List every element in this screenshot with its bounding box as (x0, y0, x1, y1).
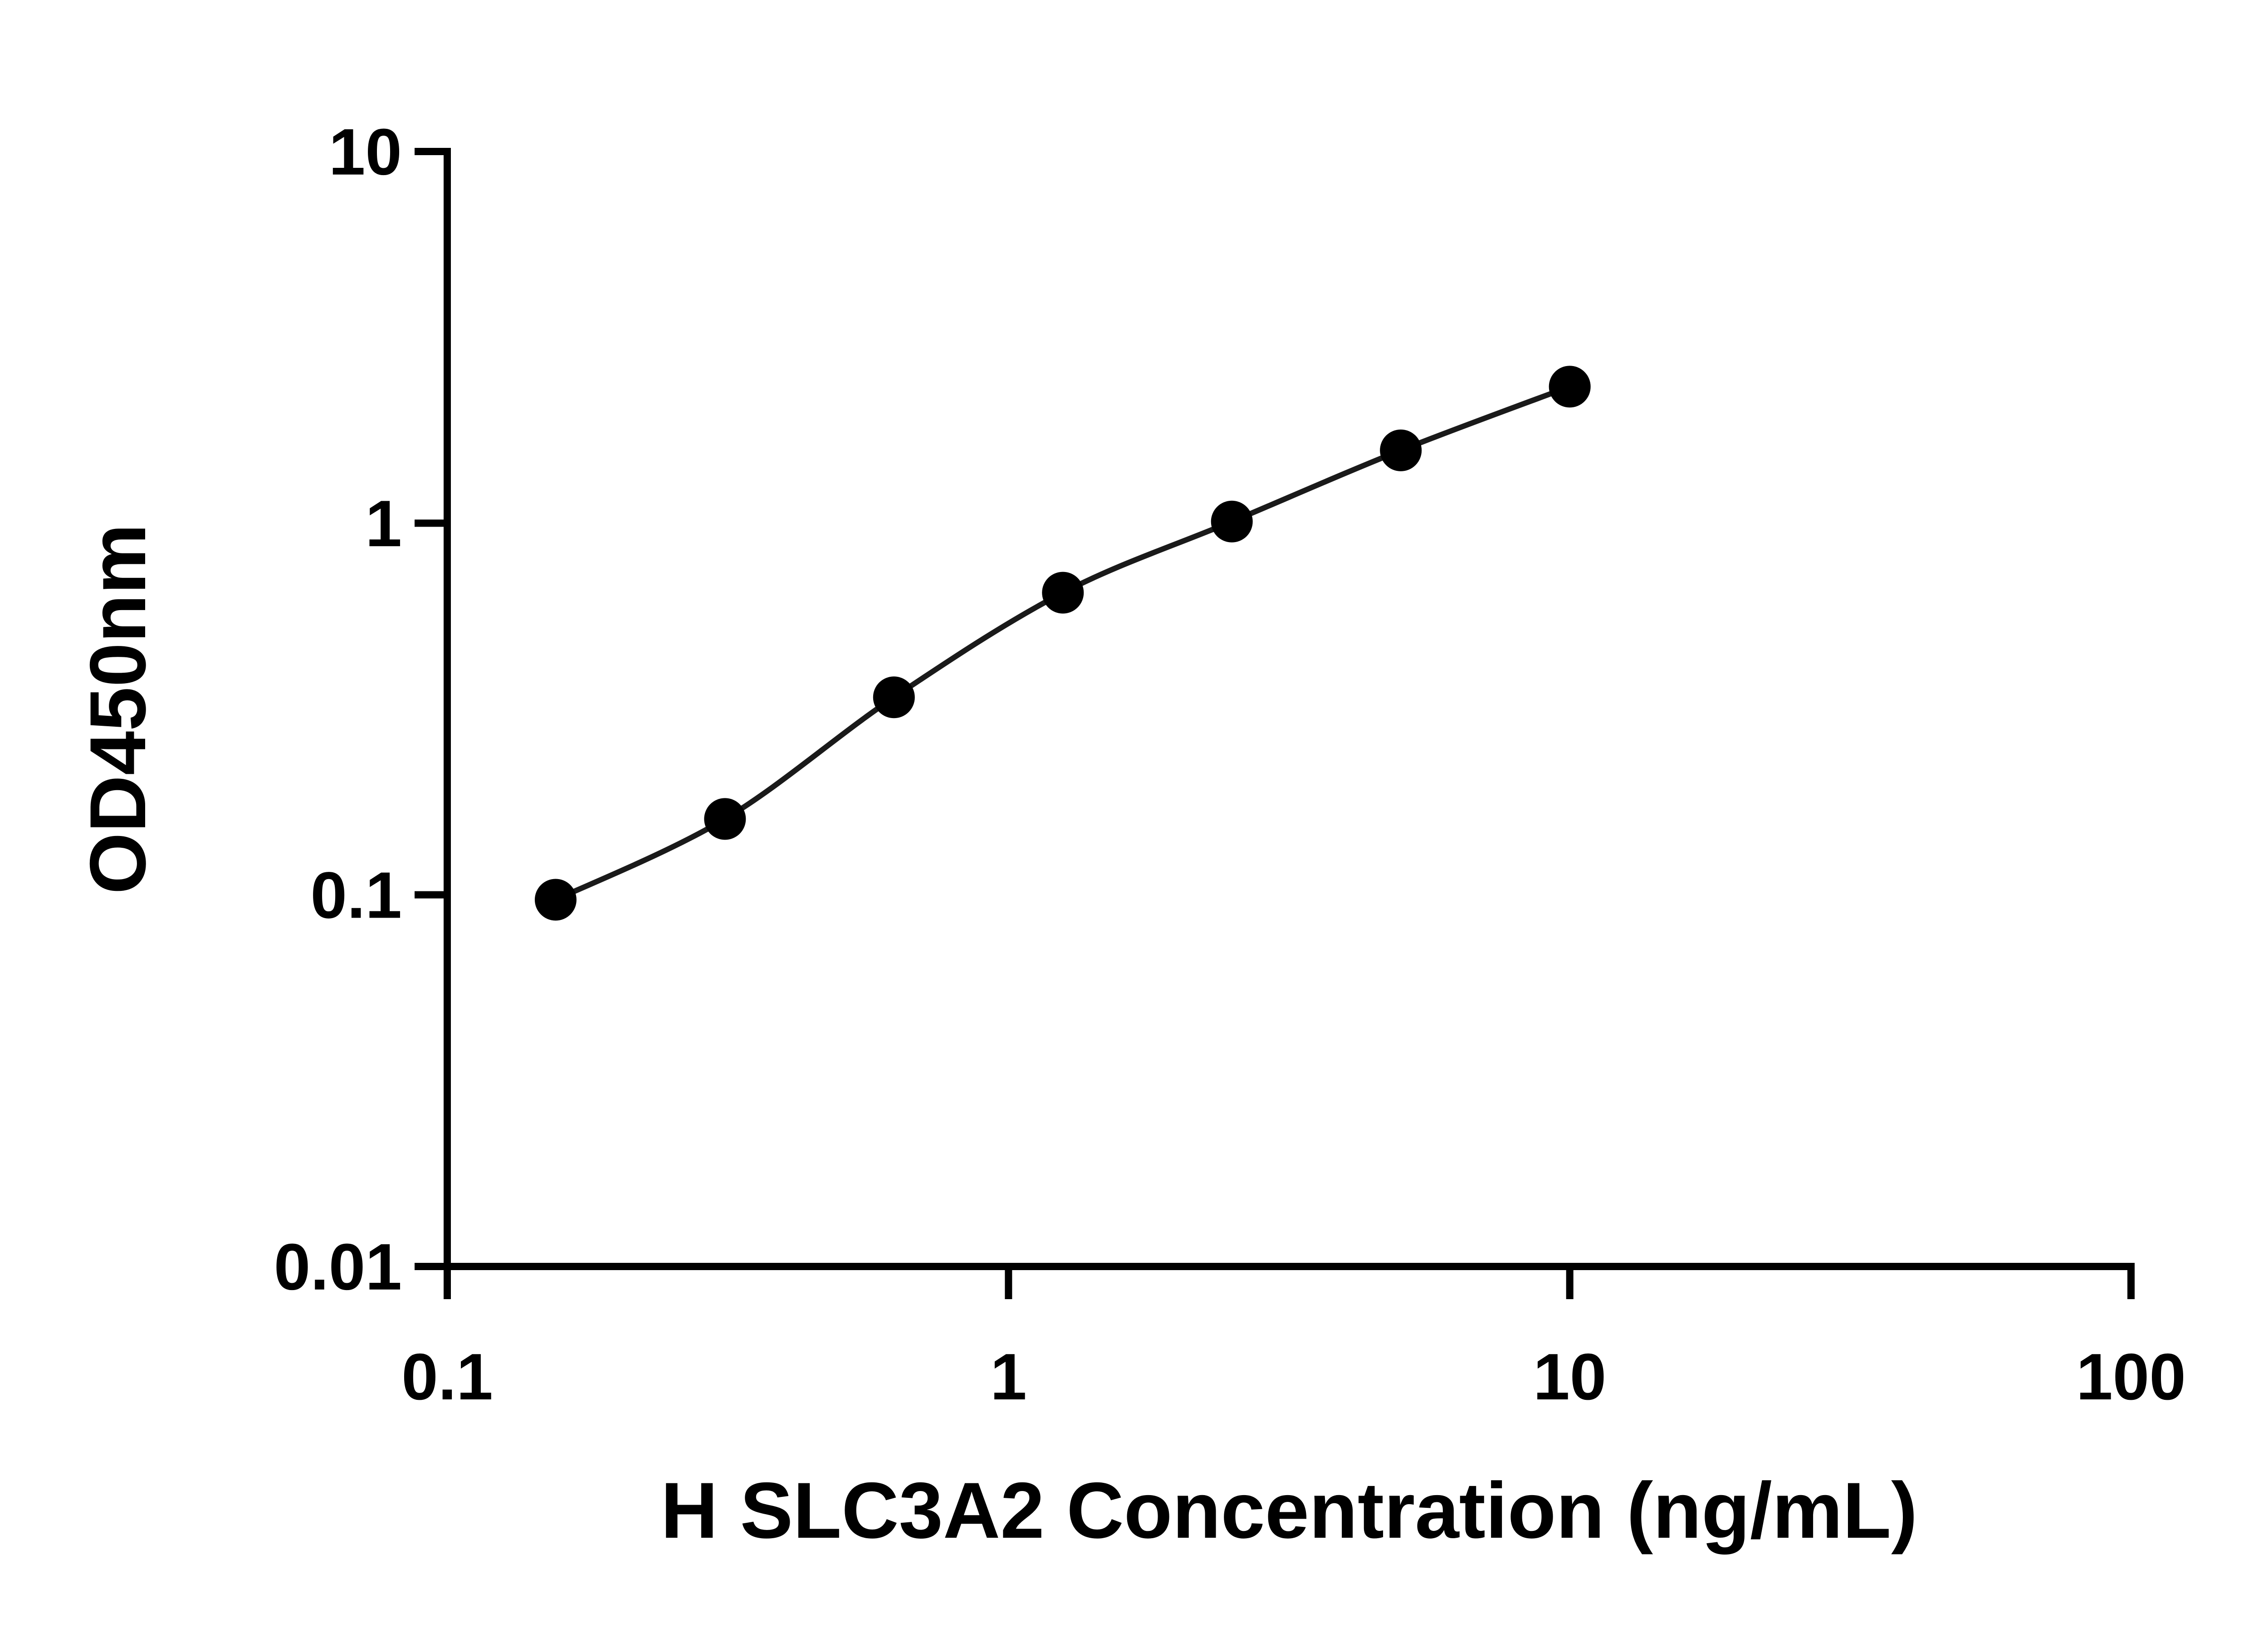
data-point (1549, 366, 1591, 408)
x-tick-label: 100 (2076, 1340, 2186, 1413)
data-point (1380, 429, 1422, 471)
y-axis-title: OD450nm (74, 524, 162, 895)
y-tick-label: 10 (329, 115, 402, 189)
data-point (873, 676, 915, 719)
y-tick-label: 1 (365, 487, 402, 560)
data-point (534, 879, 577, 921)
x-axis-title: H SLC3A2 Concentration (ng/mL) (661, 1467, 1918, 1555)
x-tick-label: 10 (1533, 1340, 1606, 1413)
data-point (704, 798, 746, 840)
data-point (1042, 572, 1084, 614)
x-tick-label: 1 (990, 1340, 1027, 1413)
plot-area: 0.1 1 10 100 0.01 0.1 1 10 (274, 115, 2186, 1413)
y-tick-label: 0.01 (274, 1230, 402, 1304)
y-tick-label: 0.1 (310, 858, 402, 932)
x-tick-label: 0.1 (401, 1340, 493, 1413)
data-point (1211, 500, 1253, 543)
